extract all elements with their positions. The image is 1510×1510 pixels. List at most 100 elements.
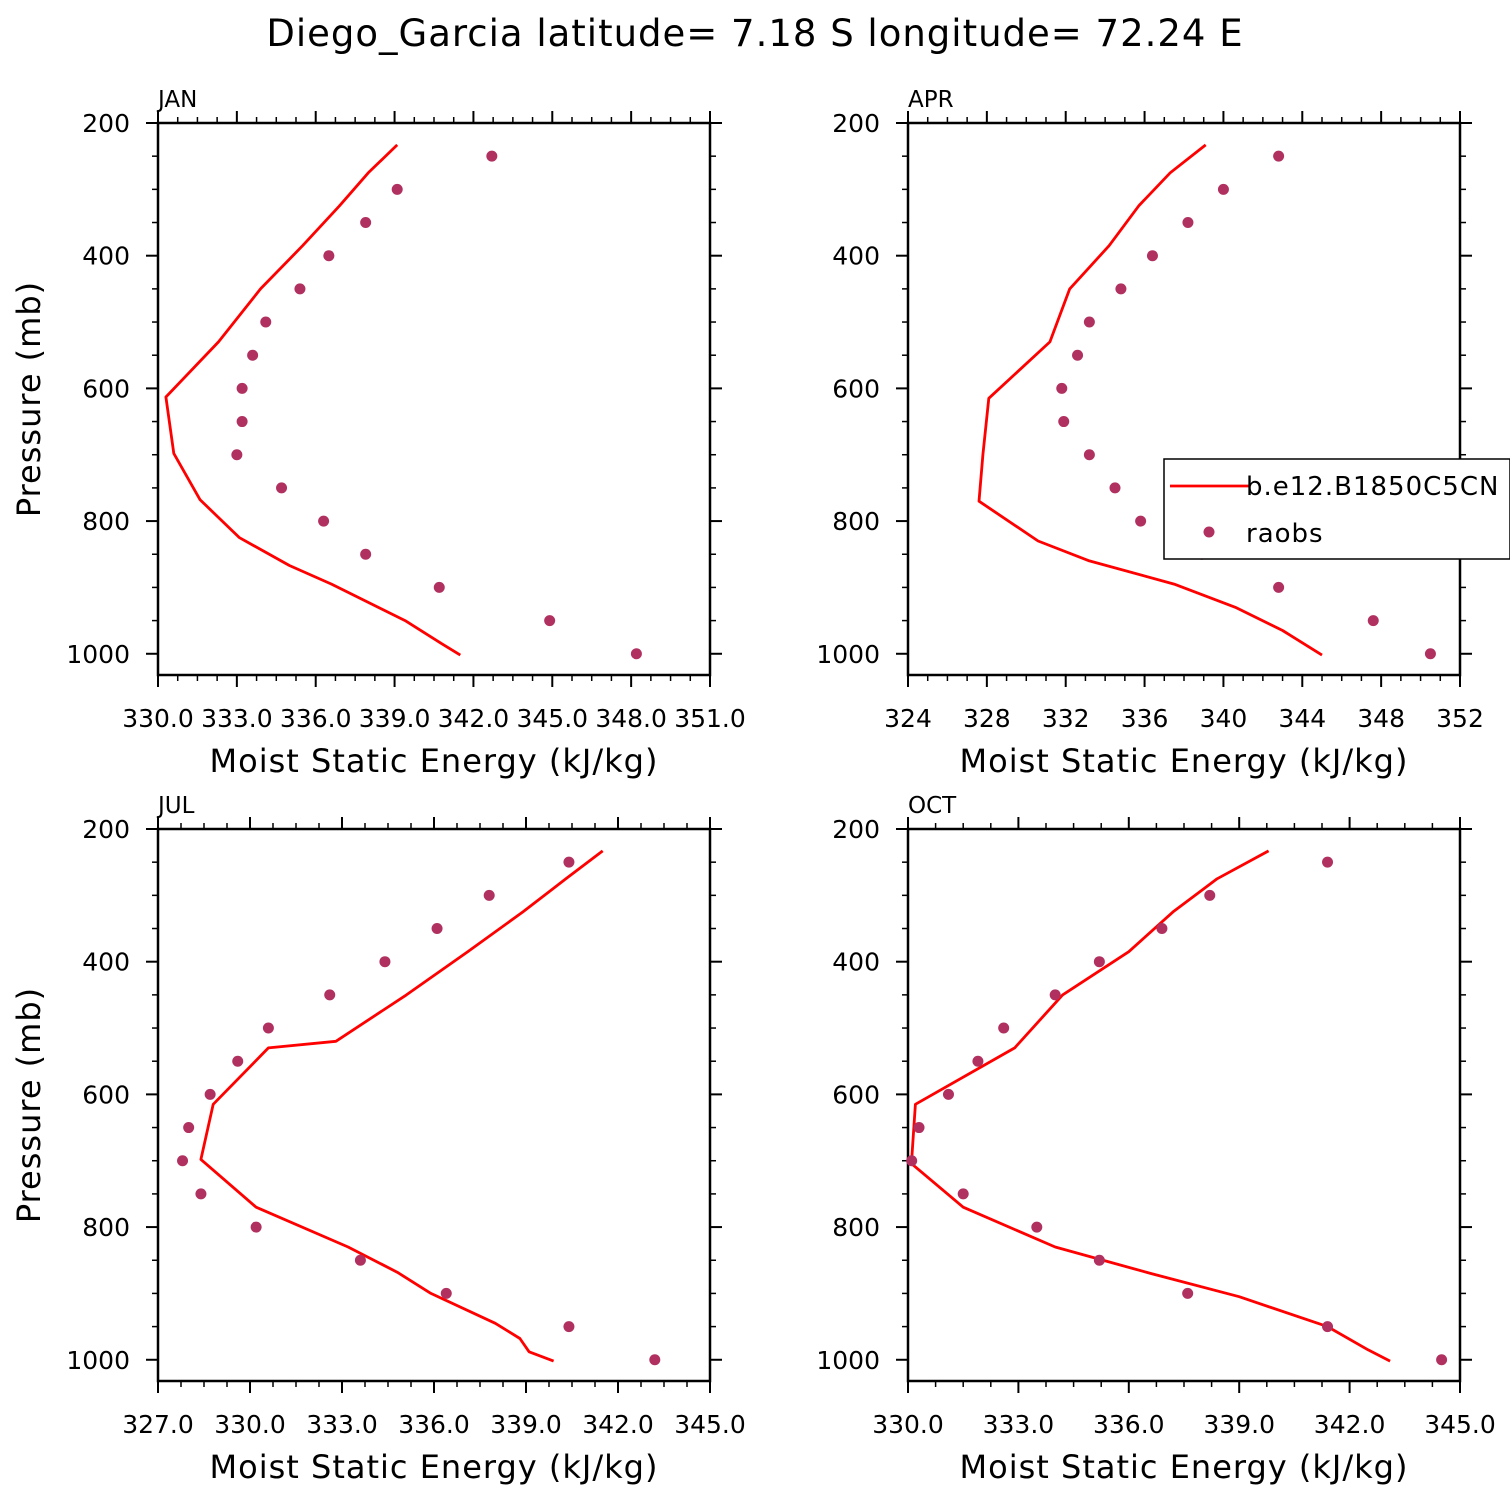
obs-point: [1093, 1254, 1105, 1266]
obs-point: [649, 1354, 661, 1366]
model-line: [977, 143, 1323, 657]
plot-frame: [156, 827, 712, 1383]
obs-point: [177, 1155, 189, 1167]
x-axis-label: Moist Static Energy (kJ/kg): [960, 1448, 1409, 1486]
obs-point: [354, 1254, 366, 1266]
y-tick-label: 400: [832, 948, 880, 977]
x-tick-label: 324: [884, 704, 932, 733]
figure-title: Diego_Garcia latitude= 7.18 S longitude=…: [266, 12, 1243, 55]
y-axis-label: Pressure (mb): [10, 987, 48, 1223]
obs-point: [906, 1155, 918, 1167]
y-tick-label: 800: [832, 1213, 880, 1242]
x-tick-label: 345.0: [516, 704, 588, 733]
obs-point: [183, 1122, 195, 1134]
y-tick-label: 200: [832, 109, 880, 138]
obs-point: [563, 856, 575, 868]
obs-point: [1135, 515, 1147, 527]
obs-point: [204, 1088, 216, 1100]
x-tick-label: 330.0: [214, 1410, 286, 1439]
x-tick-label: 336.0: [398, 1410, 470, 1439]
model-line: [906, 849, 1391, 1363]
x-axis-label: Moist Static Energy (kJ/kg): [210, 1448, 659, 1486]
x-tick-label: 336.0: [1093, 1410, 1165, 1439]
legend-box: [1163, 458, 1510, 560]
obs-point: [563, 1321, 575, 1333]
obs-point: [232, 1055, 244, 1067]
obs-point: [1146, 250, 1158, 262]
obs-point: [236, 416, 248, 428]
y-tick-label: 600: [82, 374, 130, 403]
obs-point: [323, 250, 335, 262]
obs-point: [391, 183, 403, 195]
y-tick-label: 1000: [816, 640, 880, 669]
obs-point: [360, 548, 372, 560]
obs-point: [1031, 1221, 1043, 1233]
y-tick-label: 400: [82, 242, 130, 271]
y-tick-label: 600: [832, 1080, 880, 1109]
y-tick-label: 200: [82, 815, 130, 844]
obs-point: [1056, 382, 1068, 394]
x-tick-label: 348.0: [595, 704, 667, 733]
x-tick-label: 344: [1278, 704, 1326, 733]
x-tick-label: 339.0: [359, 704, 431, 733]
obs-point: [433, 581, 445, 593]
y-tick-label: 600: [82, 1080, 130, 1109]
obs-point: [483, 889, 495, 901]
panel-label: JAN: [156, 87, 197, 113]
x-tick-label: 342.0: [1314, 1410, 1386, 1439]
x-tick-label: 330.0: [872, 1410, 944, 1439]
x-tick-label: 330.0: [122, 704, 194, 733]
obs-point: [318, 515, 330, 527]
x-tick-label: 327.0: [122, 1410, 194, 1439]
x-tick-label: 352: [1436, 704, 1484, 733]
obs-point: [1109, 482, 1121, 494]
y-tick-label: 800: [82, 1213, 130, 1242]
obs-point: [1273, 581, 1285, 593]
panel-label: APR: [908, 87, 954, 113]
obs-point: [630, 648, 642, 660]
y-tick-label: 800: [82, 507, 130, 536]
obs-point: [1436, 1354, 1448, 1366]
x-axis-label: Moist Static Energy (kJ/kg): [960, 742, 1409, 780]
obs-point: [440, 1287, 452, 1299]
legend-model-label: b.e12.B1850C5CN: [1246, 472, 1499, 502]
obs-point: [360, 217, 372, 229]
x-tick-label: 348: [1357, 704, 1405, 733]
obs-point: [1058, 416, 1070, 428]
y-tick-label: 1000: [816, 1346, 880, 1375]
obs-point: [544, 615, 556, 627]
obs-point: [294, 283, 306, 295]
panel-label: JUL: [156, 793, 195, 819]
x-tick-label: 339.0: [490, 1410, 562, 1439]
x-tick-label: 333.0: [306, 1410, 378, 1439]
x-tick-label: 342.0: [582, 1410, 654, 1439]
y-tick-label: 400: [832, 242, 880, 271]
obs-point: [236, 382, 248, 394]
plot-frame: [906, 121, 1462, 677]
obs-point: [486, 150, 498, 162]
x-tick-label: 342.0: [438, 704, 510, 733]
y-tick-label: 200: [832, 815, 880, 844]
obs-point: [1072, 349, 1084, 361]
y-tick-label: 1000: [66, 1346, 130, 1375]
obs-point: [262, 1022, 274, 1034]
obs-point: [1156, 923, 1168, 935]
obs-point: [1217, 183, 1229, 195]
plot-frame: [906, 827, 1462, 1383]
x-tick-label: 340: [1200, 704, 1248, 733]
obs-point: [1204, 889, 1216, 901]
obs-point: [972, 1055, 984, 1067]
y-tick-label: 800: [832, 507, 880, 536]
y-tick-label: 600: [832, 374, 880, 403]
obs-point: [324, 989, 336, 1001]
obs-point: [1093, 956, 1105, 968]
x-tick-label: 351.0: [674, 704, 746, 733]
panel-label: OCT: [908, 793, 957, 819]
y-tick-label: 400: [82, 948, 130, 977]
obs-point: [379, 956, 391, 968]
obs-point: [1182, 1287, 1194, 1299]
obs-point: [247, 349, 259, 361]
legend-obs-marker: [1203, 526, 1215, 538]
obs-point: [957, 1188, 969, 1200]
panel-apr: APR 324 328 332 336 340 344 348 352 200 400 600 800 1…: [816, 87, 1510, 780]
